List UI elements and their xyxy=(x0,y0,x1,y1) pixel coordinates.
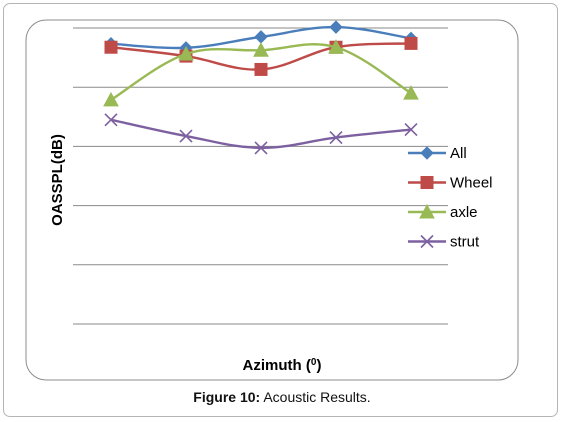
legend-entry-axle: axle xyxy=(408,203,478,221)
legend-marker-axle xyxy=(419,203,435,219)
data-point-strut xyxy=(179,129,193,143)
data-point-axle xyxy=(403,85,419,100)
legend-marker-wheel xyxy=(420,176,434,189)
series-layer xyxy=(103,20,419,155)
data-point-all xyxy=(329,20,343,34)
legend-marker-all xyxy=(420,146,434,160)
legend-label-wheel: Wheel xyxy=(450,175,493,192)
data-point-wheel xyxy=(404,36,418,50)
data-point-axle xyxy=(178,45,194,61)
data-point-axle xyxy=(328,39,344,54)
data-point-strut xyxy=(329,130,343,145)
legend-marker-strut xyxy=(420,234,434,249)
data-point-axle xyxy=(103,91,119,107)
series-axle xyxy=(103,39,419,107)
legend-entry-wheel: Wheel xyxy=(408,175,493,192)
figure-caption: Figure 10: Acoustic Results. xyxy=(0,389,564,405)
data-point-strut xyxy=(104,113,118,127)
y-axis-label: OASSPL(dB) xyxy=(49,134,66,226)
legend-label-axle: axle xyxy=(450,204,478,221)
legend-entry-strut: strut xyxy=(408,234,480,251)
caption-text: Acoustic Results. xyxy=(260,389,371,405)
gridlines xyxy=(73,27,448,325)
legend-label-strut: strut xyxy=(450,234,480,251)
x-axis-label: Azimuth (0) xyxy=(243,357,322,375)
data-point-strut xyxy=(404,122,418,137)
data-point-axle xyxy=(253,42,269,57)
caption-label: Figure 10: xyxy=(193,389,261,405)
legend: All Wheel axle strut xyxy=(408,145,493,251)
legend-label-all: All xyxy=(450,145,467,162)
chart-area-border xyxy=(25,19,519,381)
legend-entry-all: All xyxy=(408,145,467,162)
data-point-wheel xyxy=(254,62,268,76)
data-point-strut xyxy=(254,141,268,155)
series-strut xyxy=(104,113,418,155)
figure-frame xyxy=(3,3,558,417)
data-point-wheel xyxy=(104,40,118,54)
